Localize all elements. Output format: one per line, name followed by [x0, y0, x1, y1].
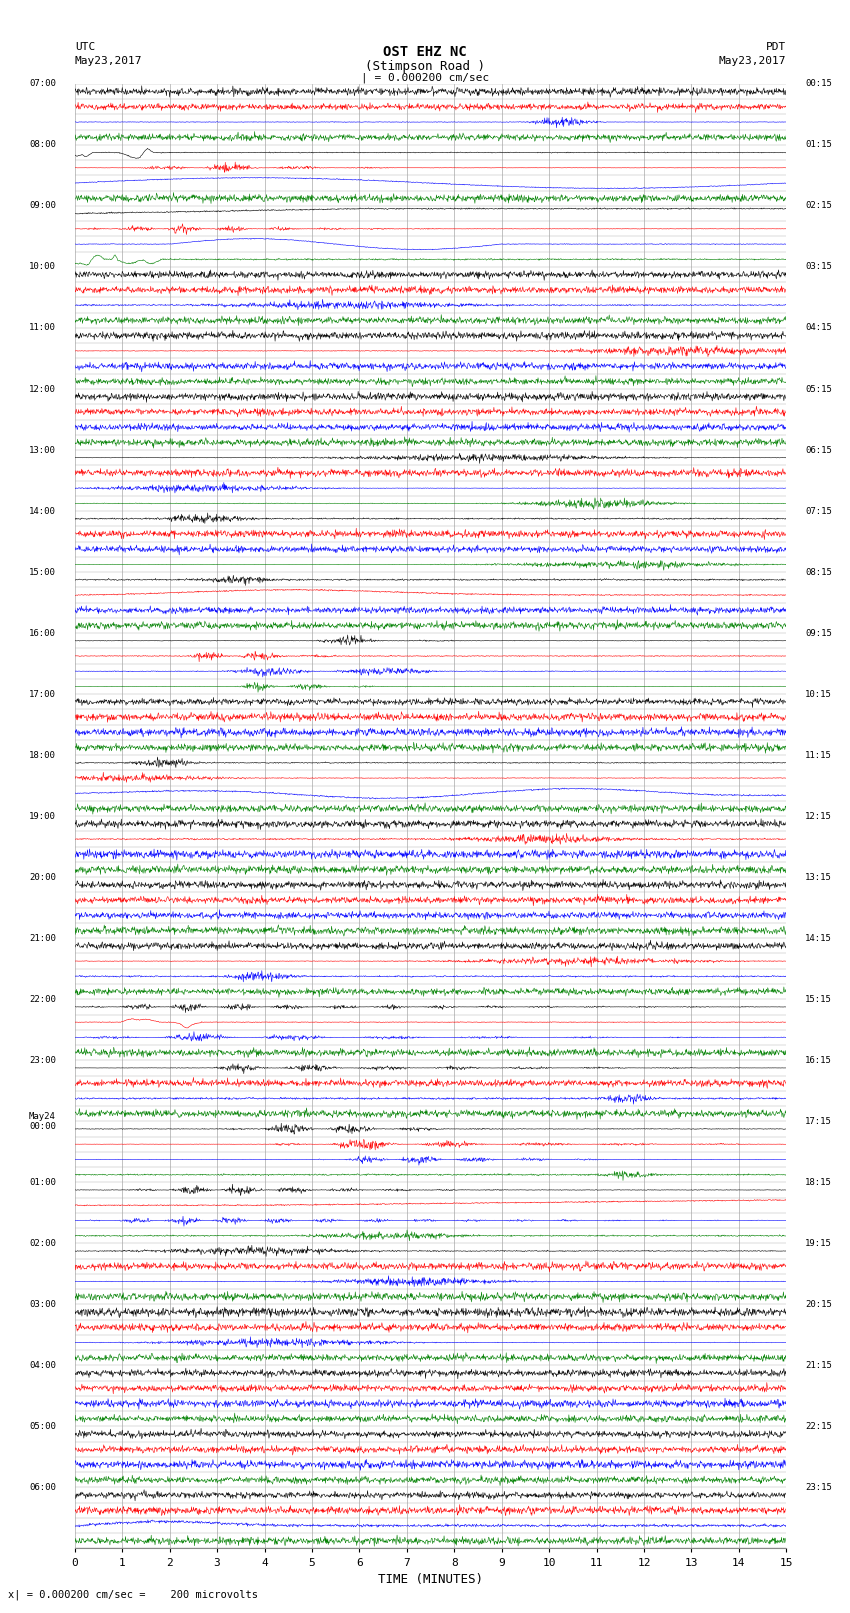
Text: 05:15: 05:15	[805, 384, 832, 394]
Text: 08:00: 08:00	[29, 140, 56, 150]
Text: May24
00:00: May24 00:00	[29, 1111, 56, 1131]
Text: 10:00: 10:00	[29, 263, 56, 271]
Text: 02:15: 02:15	[805, 202, 832, 210]
Text: 01:00: 01:00	[29, 1177, 56, 1187]
Text: 04:15: 04:15	[805, 324, 832, 332]
Text: 18:00: 18:00	[29, 750, 56, 760]
X-axis label: TIME (MINUTES): TIME (MINUTES)	[378, 1573, 483, 1586]
Text: 12:00: 12:00	[29, 384, 56, 394]
Text: 06:15: 06:15	[805, 445, 832, 455]
Text: 07:15: 07:15	[805, 506, 832, 516]
Text: 14:15: 14:15	[805, 934, 832, 942]
Text: 13:00: 13:00	[29, 445, 56, 455]
Text: 20:15: 20:15	[805, 1300, 832, 1308]
Text: 22:15: 22:15	[805, 1423, 832, 1431]
Text: 21:15: 21:15	[805, 1361, 832, 1369]
Text: 07:00: 07:00	[29, 79, 56, 89]
Text: 03:15: 03:15	[805, 263, 832, 271]
Text: 12:15: 12:15	[805, 811, 832, 821]
Text: 14:00: 14:00	[29, 506, 56, 516]
Text: 00:15: 00:15	[805, 79, 832, 89]
Text: 03:00: 03:00	[29, 1300, 56, 1308]
Text: 21:00: 21:00	[29, 934, 56, 942]
Text: 08:15: 08:15	[805, 568, 832, 576]
Text: 11:15: 11:15	[805, 750, 832, 760]
Text: 23:00: 23:00	[29, 1057, 56, 1065]
Text: 19:15: 19:15	[805, 1239, 832, 1248]
Text: 15:15: 15:15	[805, 995, 832, 1003]
Text: 23:15: 23:15	[805, 1482, 832, 1492]
Text: | = 0.000200 cm/sec: | = 0.000200 cm/sec	[361, 73, 489, 84]
Text: 20:00: 20:00	[29, 873, 56, 882]
Text: 02:00: 02:00	[29, 1239, 56, 1248]
Text: PDT: PDT	[766, 42, 786, 52]
Text: 06:00: 06:00	[29, 1482, 56, 1492]
Text: 04:00: 04:00	[29, 1361, 56, 1369]
Text: 11:00: 11:00	[29, 324, 56, 332]
Text: 13:15: 13:15	[805, 873, 832, 882]
Text: 01:15: 01:15	[805, 140, 832, 150]
Text: May23,2017: May23,2017	[75, 56, 142, 66]
Text: 15:00: 15:00	[29, 568, 56, 576]
Text: x| = 0.000200 cm/sec =    200 microvolts: x| = 0.000200 cm/sec = 200 microvolts	[8, 1589, 258, 1600]
Text: 17:00: 17:00	[29, 690, 56, 698]
Text: 09:00: 09:00	[29, 202, 56, 210]
Text: UTC: UTC	[75, 42, 95, 52]
Text: 19:00: 19:00	[29, 811, 56, 821]
Text: May23,2017: May23,2017	[719, 56, 786, 66]
Text: 05:00: 05:00	[29, 1423, 56, 1431]
Text: 10:15: 10:15	[805, 690, 832, 698]
Text: 16:15: 16:15	[805, 1057, 832, 1065]
Text: 09:15: 09:15	[805, 629, 832, 637]
Text: 22:00: 22:00	[29, 995, 56, 1003]
Text: 16:00: 16:00	[29, 629, 56, 637]
Text: OST EHZ NC: OST EHZ NC	[383, 45, 467, 60]
Text: 17:15: 17:15	[805, 1116, 832, 1126]
Text: (Stimpson Road ): (Stimpson Road )	[365, 60, 485, 73]
Text: 18:15: 18:15	[805, 1177, 832, 1187]
